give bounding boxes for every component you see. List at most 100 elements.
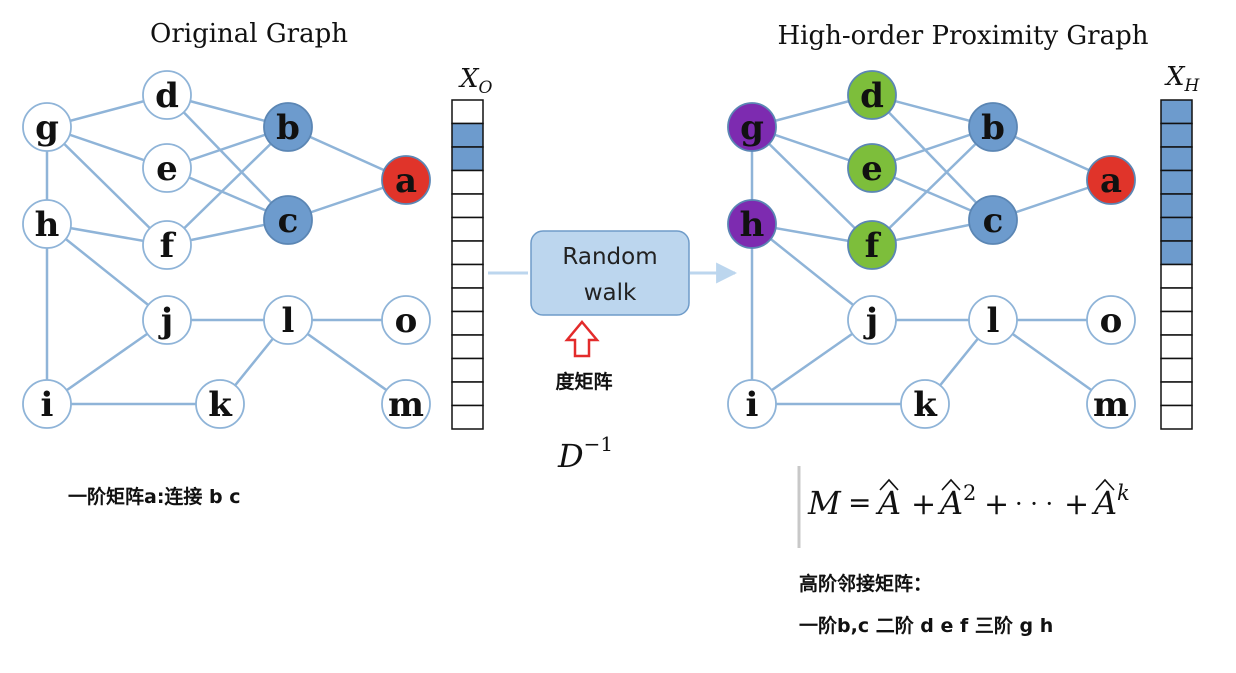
vector-cell: [451, 99, 484, 125]
node-label-b: b: [276, 108, 300, 148]
vector-cell: [451, 381, 484, 407]
node-circle-l: [263, 295, 313, 345]
node-e: e: [847, 143, 897, 193]
vector-cell: [1160, 287, 1193, 313]
node-c: c: [968, 195, 1018, 245]
node-label-f: f: [160, 226, 177, 266]
random-walk-line1: Random: [562, 244, 657, 270]
node-label-d: d: [860, 76, 884, 116]
vector-xo: [451, 99, 484, 430]
node-o: o: [381, 295, 431, 345]
edge-f-b: [871, 126, 994, 246]
node-a: a: [381, 155, 431, 205]
node-g: g: [727, 102, 777, 152]
node-circle-i: [22, 379, 72, 429]
up-arrow-icon: [564, 320, 600, 358]
vector-cell: [451, 404, 484, 430]
svg-text:2: 2: [963, 481, 976, 505]
vector-cell: [1160, 240, 1193, 266]
node-circle-i: [727, 379, 777, 429]
vector-cell: [451, 263, 484, 289]
node-circle-a: [381, 155, 431, 205]
vector-cell: [451, 169, 484, 195]
node-label-m: m: [1093, 385, 1129, 425]
node-circle-m: [381, 379, 431, 429]
node-b: b: [968, 102, 1018, 152]
right-graph-title: High-order Proximity Graph: [778, 21, 1149, 51]
node-m: m: [381, 379, 431, 429]
node-circle-j: [847, 295, 897, 345]
svg-text:· · ·: · · ·: [1015, 490, 1053, 518]
svg-text:M: M: [807, 484, 842, 522]
svg-text:=: =: [848, 486, 871, 519]
vector-cell: [1160, 357, 1193, 383]
node-i: i: [22, 379, 72, 429]
node-label-k: k: [208, 385, 233, 425]
node-label-a: a: [395, 161, 417, 201]
vector-xh: [1160, 99, 1193, 430]
vector-xo-label: XO: [458, 64, 493, 98]
edge-d-c: [166, 94, 289, 221]
node-k: k: [900, 379, 950, 429]
node-o: o: [1086, 295, 1136, 345]
node-circle-f: [847, 220, 897, 270]
node-d: d: [142, 70, 192, 120]
svg-text:+: +: [1064, 487, 1089, 522]
vector-cell: [1160, 404, 1193, 430]
node-label-g: g: [35, 108, 59, 148]
vector-cell: [1160, 334, 1193, 360]
node-circle-d: [142, 70, 192, 120]
node-label-c: c: [278, 201, 299, 241]
vector-cell: [451, 193, 484, 219]
node-circle-c: [263, 195, 313, 245]
svg-text:A: A: [1091, 484, 1117, 522]
node-label-a: a: [1100, 161, 1122, 201]
node-k: k: [195, 379, 245, 429]
vector-cell: [451, 216, 484, 242]
vector-cell: [451, 240, 484, 266]
degree-matrix-label: 度矩阵: [555, 370, 612, 393]
original-graph: g def b c a h j l o i k m: [22, 70, 431, 429]
high-order-detail: 一阶b,c 二阶 d e f 三阶 g h: [799, 614, 1053, 637]
edge-h-j: [46, 223, 168, 321]
node-circle-m: [1086, 379, 1136, 429]
node-g: g: [22, 102, 72, 152]
node-circle-e: [847, 143, 897, 193]
degree-formula: D−1: [557, 432, 613, 475]
node-label-c: c: [983, 201, 1004, 241]
node-a: a: [1086, 155, 1136, 205]
vector-xh-label: XH: [1164, 62, 1201, 96]
svg-text:+: +: [984, 487, 1009, 522]
node-c: c: [263, 195, 313, 245]
random-walk-line2: walk: [584, 280, 637, 306]
node-label-e: e: [156, 149, 178, 189]
node-circle-j: [142, 295, 192, 345]
node-circle-a: [1086, 155, 1136, 205]
edge-d-c: [871, 94, 994, 221]
left-graph-title: Original Graph: [150, 19, 348, 49]
node-circle-d: [847, 70, 897, 120]
node-label-k: k: [913, 385, 938, 425]
node-e: e: [142, 143, 192, 193]
node-circle-g: [727, 102, 777, 152]
node-label-l: l: [282, 301, 295, 341]
vector-cell: [1160, 381, 1193, 407]
node-f: f: [142, 220, 192, 270]
node-circle-e: [142, 143, 192, 193]
node-h: h: [22, 199, 72, 249]
node-circle-b: [968, 102, 1018, 152]
node-label-f: f: [865, 226, 882, 266]
node-label-b: b: [981, 108, 1005, 148]
vector-cell: [1160, 193, 1193, 219]
high-order-title: 高阶邻接矩阵：: [799, 572, 932, 595]
formula: M = A + A 2 + · · · + A k: [807, 478, 1130, 522]
svg-text:A: A: [937, 484, 963, 522]
random-walk-box: [530, 230, 690, 316]
edge-f-b: [166, 126, 289, 246]
node-circle-h: [22, 199, 72, 249]
vector-cell: [1160, 263, 1193, 289]
vector-cell: [451, 146, 484, 172]
node-l: l: [263, 295, 313, 345]
node-circle-k: [900, 379, 950, 429]
